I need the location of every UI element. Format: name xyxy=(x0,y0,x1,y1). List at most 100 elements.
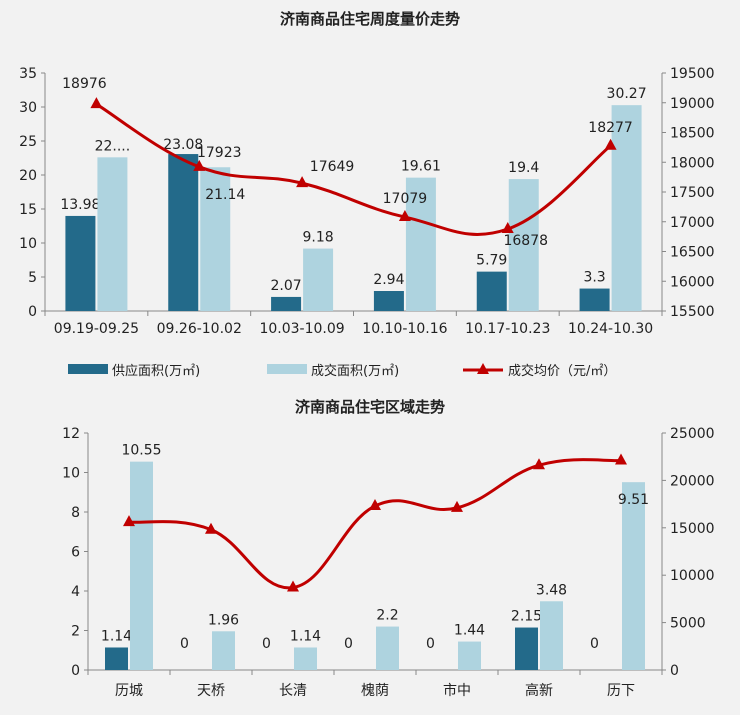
supply-bar xyxy=(271,296,302,311)
chart-title: 济南商品住宅区域走势 xyxy=(295,398,445,416)
y-tick-label: 2 xyxy=(71,624,80,640)
y-tick-label: 4 xyxy=(71,584,80,600)
x-tick-label: 09.19-09.25 xyxy=(54,321,139,337)
x-tick-label: 10.10-10.16 xyxy=(362,321,447,337)
legend-deal-swatch xyxy=(267,364,307,374)
data-label: 3.48 xyxy=(536,582,567,598)
supply-bar xyxy=(515,627,538,670)
y2-tick-label: 0 xyxy=(670,663,679,679)
supply-bar xyxy=(373,291,404,311)
x-tick-label: 市中 xyxy=(443,682,471,699)
data-label: 19.4 xyxy=(508,160,539,176)
data-label: 1.44 xyxy=(454,623,485,639)
price-label: 17079 xyxy=(383,191,428,207)
y-tick-label: 15 xyxy=(19,202,37,218)
supply-bar xyxy=(168,154,199,311)
price-label: 16878 xyxy=(503,233,548,249)
price-marker xyxy=(398,210,411,222)
y2-tick-label: 15500 xyxy=(670,304,715,320)
x-tick-label: 10.03-10.09 xyxy=(259,321,344,337)
data-label: 2.15 xyxy=(511,609,542,625)
y-tick-label: 5 xyxy=(28,270,37,286)
legend-supply-swatch xyxy=(68,364,108,374)
deal-bar xyxy=(212,631,235,670)
data-label: 23.08 xyxy=(163,137,203,153)
price-marker xyxy=(205,522,217,534)
price-line xyxy=(128,458,622,590)
data-label: 1.14 xyxy=(101,628,132,644)
data-label: 5.79 xyxy=(476,253,507,269)
price-marker xyxy=(296,176,309,188)
x-tick-label: 历城 xyxy=(115,683,143,699)
y-tick-label: 25 xyxy=(19,134,37,150)
deal-bar xyxy=(303,248,334,311)
price-marker xyxy=(123,515,135,527)
data-label: 22.... xyxy=(95,138,131,154)
legend-supply-label: 供应面积(万㎡) xyxy=(112,363,200,379)
x-tick-label: 历下 xyxy=(607,683,635,699)
data-label: 9.51 xyxy=(618,492,649,508)
data-label: 10.55 xyxy=(121,443,161,459)
price-marker xyxy=(369,498,381,510)
x-tick-label: 高新 xyxy=(525,682,553,699)
y2-tick-label: 18500 xyxy=(670,126,715,142)
price-line xyxy=(95,102,612,236)
legend-price-label: 成交均价（元/㎡） xyxy=(508,363,616,379)
deal-bar xyxy=(611,105,642,311)
y2-tick-label: 15000 xyxy=(670,521,715,537)
y2-tick-label: 17500 xyxy=(670,185,715,201)
data-label: 3.3 xyxy=(583,270,605,286)
y2-tick-label: 25000 xyxy=(670,426,715,442)
x-tick-label: 10.17-10.23 xyxy=(465,321,550,337)
legend-deal-label: 成交面积(万㎡) xyxy=(311,363,399,379)
data-label: 1.14 xyxy=(290,628,321,644)
y2-tick-label: 5000 xyxy=(670,616,706,632)
price-label: 18277 xyxy=(588,120,633,136)
price-marker xyxy=(193,159,206,171)
x-tick-label: 天桥 xyxy=(197,683,225,699)
deal-bar xyxy=(405,177,436,311)
data-label: 0 xyxy=(180,636,189,652)
data-label: 30.27 xyxy=(607,86,647,102)
supply-bar xyxy=(65,215,96,311)
data-label: 9.18 xyxy=(302,230,333,246)
data-label: 2.2 xyxy=(376,608,398,624)
data-label: 0 xyxy=(590,636,599,652)
x-tick-label: 10.24-10.30 xyxy=(568,321,653,337)
price-marker xyxy=(615,453,627,465)
deal-bar xyxy=(97,157,128,311)
y-tick-label: 10 xyxy=(19,236,37,252)
data-label: 13.98 xyxy=(60,197,100,213)
data-label: 21.14 xyxy=(205,187,245,203)
y-tick-label: 10 xyxy=(62,466,80,482)
price-marker xyxy=(533,458,545,470)
price-marker xyxy=(287,580,299,592)
data-label: 0 xyxy=(262,636,271,652)
supply-bar xyxy=(476,271,507,311)
y2-tick-label: 20000 xyxy=(670,473,715,489)
price-marker xyxy=(90,97,103,109)
price-label: 17923 xyxy=(197,145,242,161)
x-tick-label: 09.26-10.02 xyxy=(157,321,242,337)
supply-bar xyxy=(105,647,128,670)
data-label: 0 xyxy=(426,636,435,652)
deal-bar xyxy=(540,601,563,670)
deal-bar xyxy=(130,461,153,670)
deal-bar xyxy=(458,641,481,670)
y-tick-label: 0 xyxy=(28,304,37,320)
price-label: 18976 xyxy=(62,76,107,92)
y2-tick-label: 16500 xyxy=(670,245,715,261)
y-tick-label: 8 xyxy=(71,505,80,521)
y-tick-label: 12 xyxy=(62,426,80,442)
y2-tick-label: 19000 xyxy=(670,96,715,112)
y2-tick-label: 17000 xyxy=(670,215,715,231)
data-label: 2.07 xyxy=(270,278,301,294)
legend-price-marker xyxy=(477,363,489,374)
price-label: 17649 xyxy=(310,159,355,175)
deal-bar xyxy=(622,482,645,670)
y2-tick-label: 19500 xyxy=(670,66,715,82)
deal-bar xyxy=(294,647,317,670)
price-marker xyxy=(451,500,463,512)
y-tick-label: 0 xyxy=(71,663,80,679)
